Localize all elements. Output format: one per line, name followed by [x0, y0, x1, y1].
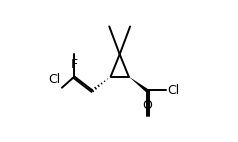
Polygon shape [129, 77, 148, 92]
Text: F: F [71, 58, 78, 71]
Text: O: O [142, 99, 152, 112]
Text: Cl: Cl [167, 84, 179, 97]
Text: Cl: Cl [49, 73, 61, 86]
